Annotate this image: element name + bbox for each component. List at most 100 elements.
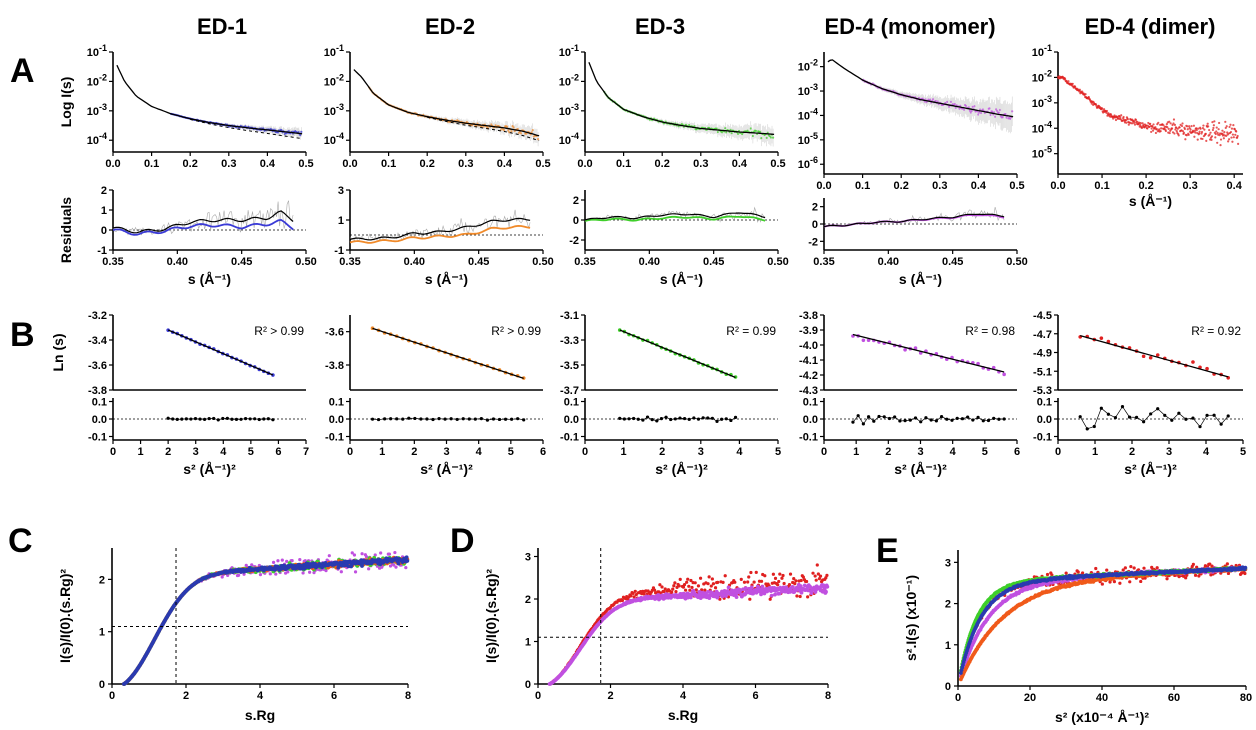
A-top-5-data-point <box>1102 108 1106 111</box>
B-3-res-ytick-label: -0.1 <box>560 432 579 444</box>
A-top-5-data-point <box>1159 130 1162 133</box>
D-ytick-label: 2 <box>525 594 531 606</box>
A-top-1-ytick-exponent: -4 <box>99 131 107 141</box>
E-data-point <box>1076 570 1080 574</box>
D-data-point <box>824 589 828 594</box>
D-data-point <box>799 590 804 595</box>
C-data-point <box>285 559 289 563</box>
C-data-point <box>379 551 383 555</box>
A-res-1-ytick-label: 1 <box>101 205 107 217</box>
A-top-5-ytick-label: 10-5 <box>1032 145 1052 161</box>
A-top-5-data-point <box>1133 123 1137 126</box>
E-data-point <box>1193 573 1198 577</box>
C-data-point <box>324 569 328 573</box>
D-data-point <box>788 572 793 576</box>
A-top-5-data-point <box>1216 131 1219 135</box>
A-top-5-data-point <box>1198 130 1201 133</box>
A-top-4-data-point <box>949 100 953 104</box>
A-top-5-data-point <box>1187 133 1190 136</box>
A-top-5-data-point <box>1236 136 1239 139</box>
A-top-2-xtick-label: 0.0 <box>342 158 357 170</box>
A-top-5-data-point <box>1200 130 1204 134</box>
A-top-5-data-point <box>1149 122 1152 125</box>
A-top-1-xtick-label: 0.3 <box>221 158 236 170</box>
A-top-4-data-point <box>971 105 974 108</box>
D-data-point <box>693 581 697 585</box>
A-top-5-data-point <box>1173 123 1177 126</box>
A-top-5-data-point <box>1133 121 1136 124</box>
B-5-res-ytick-label: 0.0 <box>1037 414 1052 426</box>
panel-A-res-1: -1 0 1 2 0.35 0.40 0.45 0.50 Residuals s (Å⁻¹) <box>58 185 317 287</box>
E-data-point <box>1226 571 1231 576</box>
B-1-res-xlabel: s² (Å⁻¹)² <box>183 461 236 477</box>
panel-letter-a: A <box>10 52 35 90</box>
B-3-res-ytick-label: 0.1 <box>564 397 579 409</box>
B-1-res-xtick-label: 6 <box>275 446 281 458</box>
B-2-res-xtick-label: 4 <box>476 446 483 458</box>
C-data-point <box>373 553 377 557</box>
A-top-1-ytick-exponent: -2 <box>99 72 107 82</box>
B-1-fit-line <box>167 329 274 376</box>
C-data-point <box>268 572 272 576</box>
B-5-res-xtick-label: 5 <box>1240 446 1246 458</box>
A-top-5-ytick-exponent: -2 <box>1044 68 1052 78</box>
A-top-1-ytick-label: 10-4 <box>87 131 107 147</box>
panel-A-res-4: -2 0 2 0.35 0.40 0.45 0.50 s (Å⁻¹) <box>808 198 1028 287</box>
B-3-res-xtick-label: 5 <box>775 446 781 458</box>
D-data-point <box>671 587 675 591</box>
E-xtick-label: 20 <box>1024 692 1036 704</box>
E-data-point <box>1165 577 1169 581</box>
D-data-point <box>620 598 625 603</box>
A-res-3-ytick-label: -2 <box>569 235 579 247</box>
A-top-5-data-point <box>1160 127 1163 130</box>
A-top-5-data-point <box>1186 125 1189 128</box>
panel-A-res-3: -2 0 2 0.35 0.40 0.45 0.50 s (Å⁻¹) <box>569 190 789 287</box>
A-top-2-xtick-label: 0.4 <box>497 158 513 170</box>
B-4-res-ytick-label: 0.1 <box>803 397 818 409</box>
A-top-3-fit-line <box>588 62 775 136</box>
C-xtick-label: 2 <box>183 690 189 702</box>
A-top-3-xtick-label: 0.3 <box>693 158 708 170</box>
D-data-point <box>683 588 688 592</box>
A-res-3-xtick-label: 0.45 <box>703 256 724 268</box>
A-top-4-data-point <box>998 108 1002 112</box>
D-data-point <box>743 586 748 591</box>
B-4-res-line <box>852 415 1005 425</box>
B-3-r2-label: R² = 0.99 <box>726 324 776 338</box>
A-top-5-data-point <box>1122 115 1125 119</box>
A-res-4-xtick-label: 0.45 <box>942 256 963 268</box>
E-xtick-label: 40 <box>1096 692 1108 704</box>
A-top-5-data-point <box>1172 118 1176 121</box>
A-top-5-data-point <box>1228 125 1231 129</box>
A-top-3-xtick-label: 0.2 <box>655 158 670 170</box>
A-top-5-data-point <box>1146 127 1149 130</box>
A-top-5-data-point <box>1067 80 1070 83</box>
A-top-3-data-point <box>716 130 719 134</box>
panel-A-top-2: 10-1 10-2 10-3 10-4 0.0 0.1 0.2 0.3 0.4 0.5 <box>324 43 551 170</box>
A-top-5-data-point <box>1162 124 1165 127</box>
A-res-1-ytick-label: -1 <box>97 245 107 257</box>
A-top-5-data-point <box>1168 131 1171 135</box>
B-5-res-xtick-label: 2 <box>1129 446 1135 458</box>
B-3-res-xtick-label: 2 <box>659 446 665 458</box>
A-top-3-data-point <box>759 130 762 133</box>
A-top-4-xtick-label: 0.4 <box>971 180 987 192</box>
A-res-2-black-residual-line <box>349 217 531 241</box>
D-ytick-label: 3 <box>525 552 531 564</box>
A-top-4-data-point <box>970 109 973 113</box>
D-data-point <box>825 573 829 577</box>
A-top-2-data-point <box>507 129 510 132</box>
B-2-res-xtick-label: 2 <box>411 446 417 458</box>
A-top-3-data-point <box>736 132 740 135</box>
A-top-3-data-point <box>760 137 763 140</box>
C-xlabel: s.Rg <box>245 707 275 723</box>
C-xtick-label: 8 <box>405 690 411 702</box>
B-1-res-line <box>168 417 273 421</box>
A-top-5-data-point <box>1197 127 1200 130</box>
A-res-3-black-residual-line <box>584 212 766 221</box>
A-top-2-xtick-label: 0.3 <box>458 158 473 170</box>
B-5-fit-line <box>1080 334 1229 378</box>
panel-C: 0 1 2 0 2 4 6 8 I(s)/I(0).(s.Rg)² s.Rg <box>57 548 411 723</box>
B-4-ytick-label: -3.9 <box>799 325 818 337</box>
C-data-point <box>327 554 331 558</box>
